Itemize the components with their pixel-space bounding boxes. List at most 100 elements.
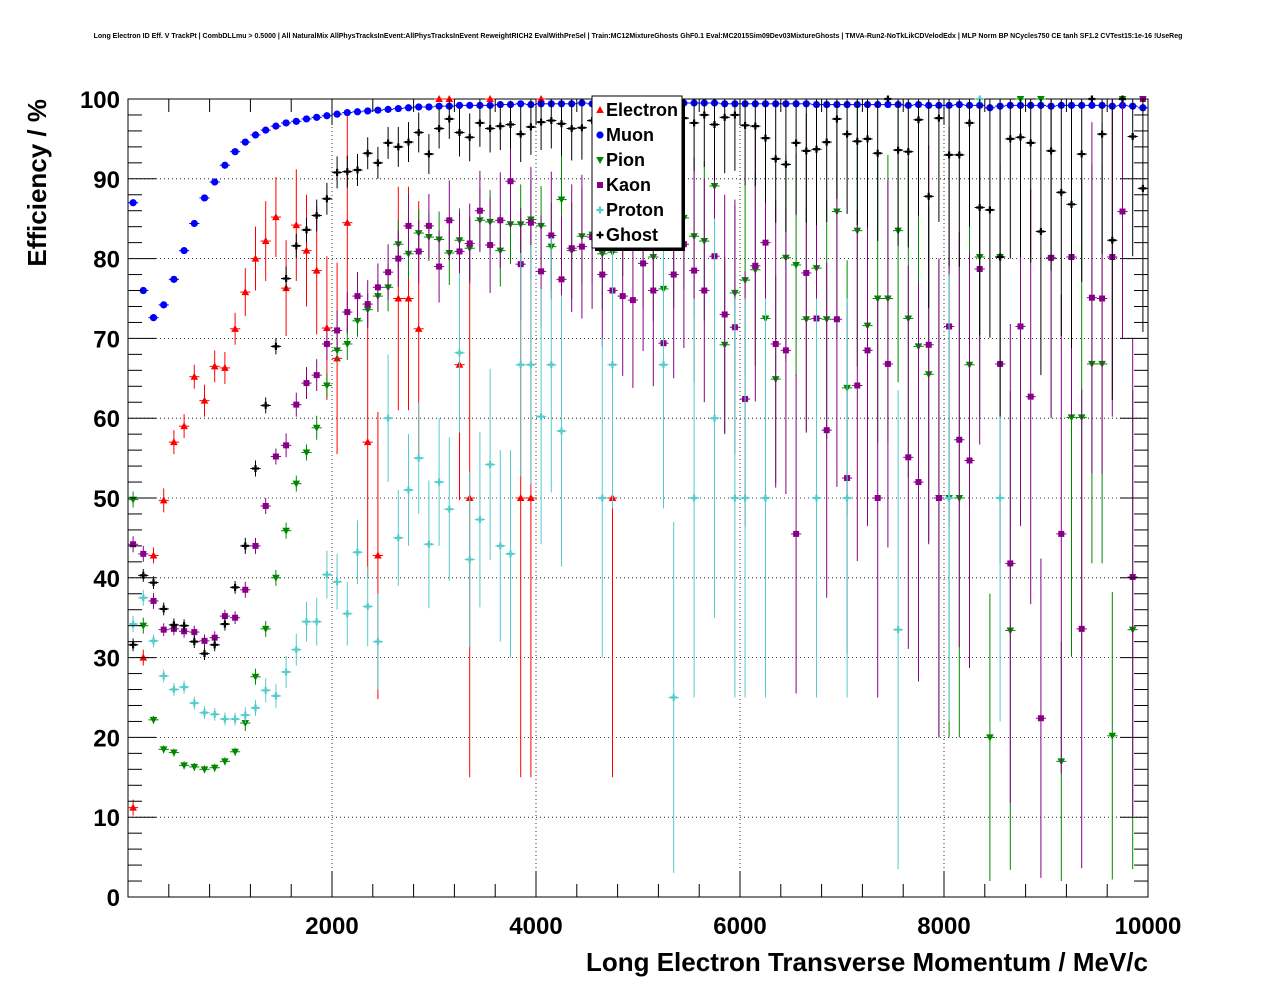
electron-marker (129, 803, 137, 811)
kaon-point (383, 244, 394, 301)
ghost-marker (303, 226, 310, 234)
ghost-point (1005, 99, 1016, 259)
kaon-marker (915, 479, 922, 486)
ghost-marker (1139, 184, 1147, 192)
electron-point (219, 351, 230, 384)
proton-marker (303, 618, 310, 626)
electron-marker (486, 95, 494, 102)
ghost-point (464, 113, 475, 162)
ghost-marker (1098, 130, 1106, 138)
kaon-point (964, 253, 975, 668)
muon-marker (415, 103, 423, 111)
kaon-marker (1027, 393, 1034, 400)
electron-marker (210, 362, 219, 370)
electron-point (179, 414, 190, 439)
kaon-point (485, 197, 496, 293)
proton-point (403, 434, 414, 546)
pion-marker (221, 758, 229, 766)
legend-muon-label: Muon (606, 125, 654, 145)
kaon-marker (303, 380, 310, 387)
ghost-point (974, 99, 985, 336)
muon-point (403, 104, 414, 112)
muon-marker (292, 117, 300, 125)
electron-marker (272, 213, 280, 221)
kaon-marker (425, 222, 432, 229)
electron-marker (261, 237, 270, 245)
kaon-point (852, 209, 863, 562)
proton-marker (323, 571, 331, 579)
electron-point (291, 169, 302, 281)
proton-point (505, 450, 516, 658)
chart-title: Long Electron ID Eff. V TrackPt | CombDL… (93, 33, 1183, 40)
kaon-marker (854, 382, 861, 389)
ghost-marker (323, 195, 331, 203)
ghost-marker (1027, 139, 1035, 147)
muon-marker (466, 101, 474, 109)
x-tick-label: 8000 (917, 913, 970, 940)
kaon-marker (446, 217, 453, 224)
muon-marker (1088, 101, 1096, 109)
proton-point (199, 706, 210, 720)
ghost-point (1097, 99, 1108, 254)
ghost-marker (782, 160, 790, 168)
muon-marker (302, 115, 311, 123)
pion-marker (323, 382, 331, 390)
ghost-point (740, 99, 751, 186)
pion-point (311, 415, 322, 440)
ghost-marker (241, 542, 249, 550)
ghost-marker (904, 148, 912, 156)
proton-marker (894, 626, 902, 634)
ghost-marker (150, 579, 157, 587)
ghost-marker (262, 401, 270, 409)
proton-point (668, 521, 679, 874)
ghost-point (984, 99, 995, 338)
kaon-marker (1099, 295, 1106, 302)
ghost-marker (802, 147, 810, 155)
y-axis-title: Efficiency / % (22, 99, 52, 267)
kaon-marker (701, 287, 708, 294)
kaon-marker (395, 255, 402, 262)
electron-marker (200, 396, 209, 404)
proton-point (209, 707, 220, 721)
y-tick-label: 20 (93, 725, 120, 752)
proton-marker (211, 710, 219, 718)
kaon-point (321, 328, 332, 360)
kaon-marker (1058, 530, 1065, 537)
proton-marker (343, 610, 351, 618)
proton-marker (598, 494, 606, 502)
pion-marker (180, 762, 188, 770)
proton-point (485, 368, 496, 561)
proton-marker (435, 478, 443, 486)
proton-marker (670, 694, 678, 701)
ghost-marker (578, 124, 586, 132)
kaon-point (464, 203, 475, 284)
electron-marker (312, 266, 321, 274)
proton-marker (486, 460, 494, 468)
ghost-point (444, 99, 455, 139)
muon-point (219, 161, 230, 169)
electron-marker (363, 438, 372, 446)
electron-marker (445, 95, 454, 102)
muon-marker (455, 101, 464, 109)
proton-marker (272, 692, 280, 700)
proton-point (423, 480, 434, 609)
kaon-point (372, 263, 383, 312)
pion-point (260, 620, 271, 637)
ghost-point (413, 112, 424, 153)
ghost-point (1086, 95, 1097, 103)
muon-marker (517, 100, 525, 108)
kaon-marker (160, 626, 167, 633)
proton-point (495, 450, 506, 642)
ghost-marker (711, 121, 718, 129)
kaon-marker (538, 268, 545, 275)
pion-point (321, 373, 332, 398)
proton-marker (384, 414, 392, 422)
pion-point (281, 522, 292, 539)
ghost-point (546, 99, 557, 149)
kaon-marker (487, 242, 494, 249)
kaon-point (444, 180, 455, 261)
proton-marker (150, 637, 157, 645)
ghost-point (240, 537, 251, 554)
ghost-point (862, 99, 873, 227)
kaon-point (1127, 337, 1138, 817)
